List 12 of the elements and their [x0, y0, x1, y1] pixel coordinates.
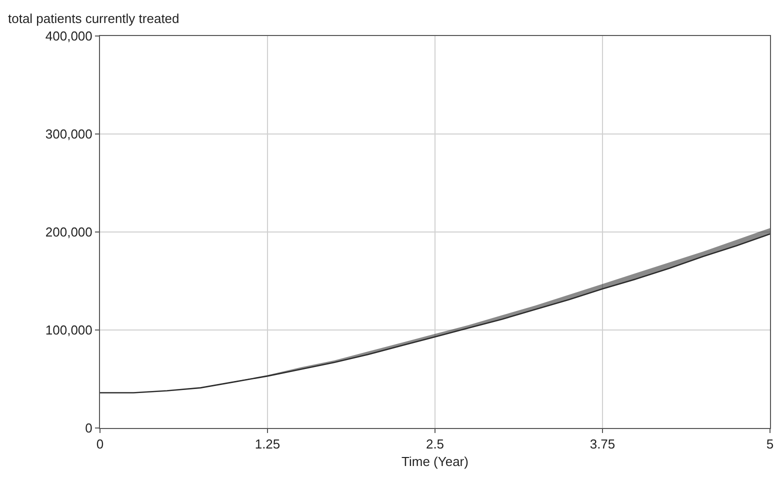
x-axis-title: Time (Year): [402, 454, 468, 470]
x-tick-label: 3.75: [590, 436, 616, 452]
y-tick-label: 0: [85, 420, 92, 436]
x-tick-label: 0: [96, 436, 104, 452]
x-tick-label: 1.25: [254, 436, 280, 452]
y-tick-label: 200,000: [45, 224, 92, 240]
y-tick-label: 100,000: [45, 322, 92, 338]
y-tick-label: 300,000: [45, 126, 92, 142]
x-tick-label: 2.5: [426, 436, 444, 452]
y-axis-title: total patients currently treated: [8, 11, 180, 26]
y-tick-label: 400,000: [45, 28, 92, 44]
x-tick-label: 5: [766, 436, 774, 452]
